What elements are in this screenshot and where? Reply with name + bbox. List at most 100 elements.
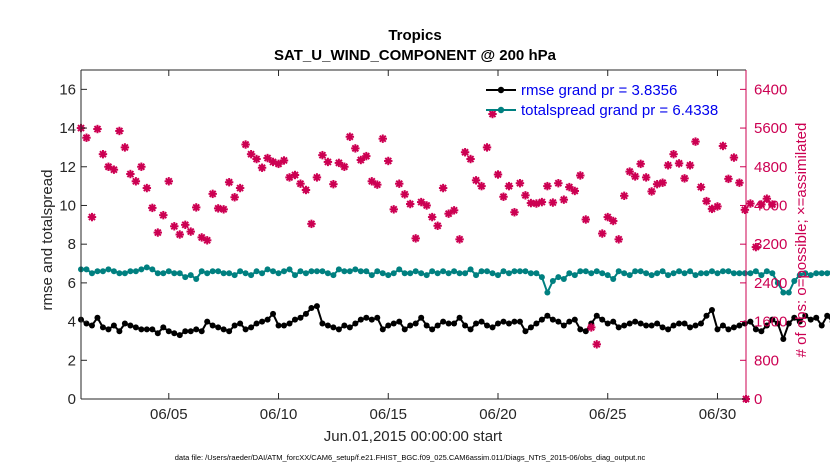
obs-marker [515,179,525,188]
series-point-rmse [204,318,211,325]
series-point-totalspread [231,272,238,279]
series-point-totalspread [270,268,277,275]
series-point-rmse [791,314,798,321]
series-point-rmse [566,318,573,325]
obs-marker-stroke [719,142,727,150]
series-point-totalspread [462,270,469,277]
obs-marker [246,149,256,159]
series-point-totalspread [127,268,134,275]
obs-marker [630,172,640,181]
obs-marker [482,143,492,152]
obs-marker-stroke [477,182,486,190]
obs-marker-stroke [488,110,497,118]
series-point-rmse [637,320,644,327]
obs-marker [685,161,695,170]
obs-marker [120,143,130,152]
obs-marker [351,144,360,153]
series-point-rmse [352,320,359,327]
obs-marker [340,162,349,171]
series-point-totalspread [143,264,150,271]
obs-marker [186,227,195,236]
obs-marker [718,141,728,151]
obs-marker-stroke [137,163,146,171]
obs-marker-stroke [88,213,96,221]
obs-marker-stroke [428,213,436,221]
obs-marker-stroke [609,217,617,225]
obs-marker-stroke [296,179,305,188]
series-point-totalspread [456,270,463,277]
series-point-rmse [571,316,578,323]
obs-marker [499,192,508,201]
obs-marker [406,199,415,209]
obs-marker-stroke [236,184,244,192]
legend-swatch-marker [497,106,505,114]
obs-marker [625,167,634,176]
obs-marker-stroke [642,173,650,182]
obs-marker-stroke [582,215,590,224]
obs-marker-stroke [263,154,272,162]
series-point-totalspread [149,266,156,273]
series-point-rmse [505,320,512,327]
y-tick-label-right: 1600 [754,314,787,331]
y-tick-label-right: 2400 [754,275,787,292]
series-point-rmse [736,322,743,329]
series-point-rmse [604,320,611,327]
series-point-totalspread [484,268,491,275]
series-point-totalspread [703,270,710,277]
obs-marker-stroke [631,172,639,181]
obs-marker [208,189,217,199]
series-point-totalspread [259,270,266,277]
obs-marker [153,228,163,237]
series-point-rmse [281,322,288,329]
series-point-totalspread [363,268,370,275]
series-point-rmse [242,326,249,333]
obs-marker-stroke [307,220,316,228]
series-point-rmse [313,303,320,310]
obs-marker-stroke [697,183,705,191]
series-point-rmse [259,318,266,325]
obs-marker-stroke [252,155,261,163]
series-point-totalspread [582,268,589,275]
series-point-totalspread [176,270,183,277]
obs-marker [471,176,481,185]
series-point-totalspread [741,270,748,277]
series-point-rmse [390,320,397,327]
series-point-rmse [752,326,759,333]
obs-marker-stroke [99,150,107,158]
series-point-totalspread [747,270,754,277]
x-tick-label: 06/05 [150,406,188,423]
obs-marker [148,203,157,213]
series-point-totalspread [275,270,282,277]
series-point-totalspread [154,270,161,277]
obs-marker-stroke [466,155,475,163]
obs-marker-stroke [746,199,755,208]
x-axis-label: Jun.01,2015 00:00:00 start [324,428,503,445]
series-point-rmse [676,320,683,327]
series-point-totalspread [412,268,419,275]
obs-marker [362,151,371,161]
obs-marker-stroke [176,230,184,239]
obs-marker-stroke [346,133,354,141]
obs-marker [592,340,601,349]
obs-marker [614,235,623,244]
obs-marker-stroke [384,157,392,165]
series-point-rmse [818,322,825,329]
series-point-rmse [802,312,809,319]
series-point-totalspread [368,272,375,279]
series-point-totalspread [544,289,551,296]
series-point-rmse [577,326,584,333]
obs-marker-stroke [192,203,200,212]
obs-marker [192,203,201,212]
obs-marker [257,163,267,172]
obs-marker-stroke [357,156,365,164]
obs-marker [565,182,574,192]
series-point-rmse [385,322,392,329]
series-point-totalspread [555,274,562,281]
y-tick-label-right: 4800 [754,159,787,176]
series-point-totalspread [302,270,309,277]
series-point-totalspread [209,268,216,275]
series-point-totalspread [423,272,430,279]
obs-marker-stroke [313,173,321,182]
plot-background [81,70,746,399]
obs-marker-stroke [324,158,332,166]
